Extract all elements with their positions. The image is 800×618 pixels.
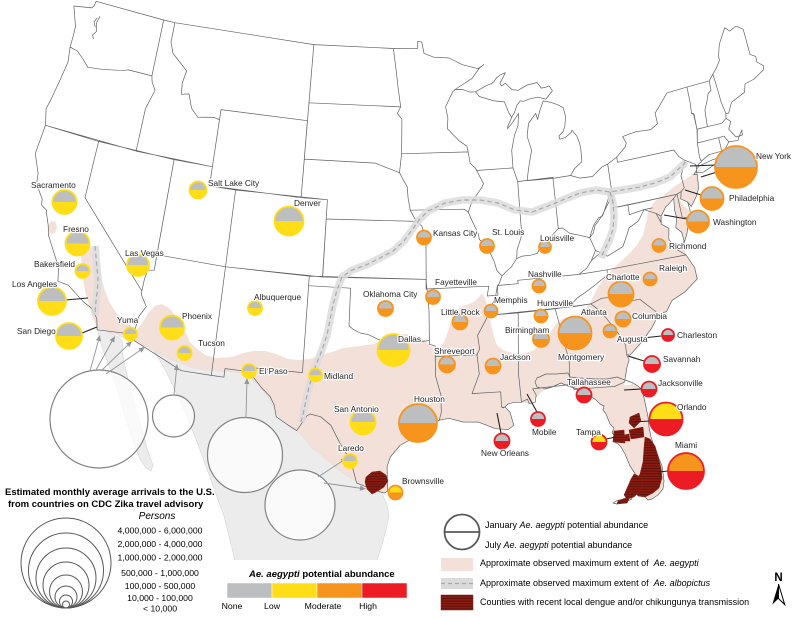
svg-text:Yuma: Yuma (117, 315, 139, 325)
svg-text:Sacramento: Sacramento (31, 180, 76, 190)
svg-text:Atlanta: Atlanta (581, 307, 607, 317)
svg-text:Columbia: Columbia (632, 311, 667, 321)
svg-text:None: None (222, 601, 243, 611)
svg-text:Persons: Persons (139, 511, 176, 522)
svg-text:Counties with recent local den: Counties with recent local dengue and/or… (480, 597, 749, 607)
svg-text:San Antonio: San Antonio (334, 404, 379, 414)
svg-text:Charlotte: Charlotte (606, 272, 640, 282)
svg-text:Nashville: Nashville (528, 269, 562, 279)
svg-text:from countries on CDC Zika tra: from countries on CDC Zika travel adviso… (8, 499, 204, 510)
svg-text:Louisville: Louisville (540, 233, 575, 243)
svg-text:Ae. aegypti potential abundanc: Ae. aegypti potential abundance (248, 569, 395, 580)
svg-text:Miami: Miami (675, 440, 697, 450)
svg-text:Houston: Houston (414, 394, 445, 404)
svg-text:Birmingham: Birmingham (505, 325, 549, 335)
svg-text:Washington: Washington (713, 217, 757, 227)
svg-text:Fayetteville: Fayetteville (435, 277, 477, 287)
svg-text:Los Angeles: Los Angeles (12, 279, 57, 289)
svg-text:New York: New York (756, 151, 792, 161)
svg-text:Approximate observed maximum e: Approximate observed maximum extent of A… (480, 558, 700, 568)
svg-text:Charleston: Charleston (677, 330, 718, 340)
svg-text:Brownsville: Brownsville (402, 476, 444, 486)
svg-text:San Diego: San Diego (17, 326, 56, 336)
svg-text:Bakersfield: Bakersfield (34, 259, 75, 269)
svg-text:Dallas: Dallas (398, 334, 421, 344)
svg-text:Low: Low (264, 601, 281, 611)
svg-text:< 10,000: < 10,000 (143, 604, 177, 614)
svg-text:Tallahassee: Tallahassee (567, 377, 611, 387)
svg-text:Philadelphia: Philadelphia (729, 193, 775, 203)
svg-text:Fresno: Fresno (63, 224, 89, 234)
svg-text:2,000,000 - 4,000,000: 2,000,000 - 4,000,000 (117, 539, 202, 549)
svg-text:Laredo: Laredo (338, 443, 364, 453)
svg-text:Oklahoma City: Oklahoma City (363, 289, 418, 299)
svg-text:July Ae. aegypti potential abu: July Ae. aegypti potential abundance (485, 540, 632, 550)
svg-text:Richmond: Richmond (669, 241, 707, 251)
svg-text:Salt Lake City: Salt Lake City (208, 178, 260, 188)
svg-text:Estimated monthly average arri: Estimated monthly average arrivals to th… (5, 487, 215, 498)
svg-text:St. Louis: St. Louis (492, 227, 524, 237)
svg-text:10,000 - 100,000: 10,000 - 100,000 (127, 593, 193, 603)
svg-text:Phoenix: Phoenix (182, 311, 213, 321)
svg-text:500,000 - 1,000,000: 500,000 - 1,000,000 (121, 568, 199, 578)
svg-text:Tampa: Tampa (576, 427, 601, 437)
svg-text:El Paso: El Paso (259, 366, 288, 376)
svg-text:New Orleans: New Orleans (481, 448, 529, 458)
svg-text:Savannah: Savannah (663, 354, 701, 364)
svg-text:January Ae. aegypti potential: January Ae. aegypti potential abundance (485, 520, 648, 530)
svg-text:Moderate: Moderate (305, 601, 342, 611)
svg-text:Augusta: Augusta (617, 334, 648, 344)
svg-text:1,000,000 - 2,000,000: 1,000,000 - 2,000,000 (117, 553, 202, 563)
svg-text:Orlando: Orlando (677, 402, 707, 412)
svg-text:Little Rock: Little Rock (441, 307, 481, 317)
svg-text:Jackson: Jackson (500, 352, 531, 362)
svg-text:Las Vegas: Las Vegas (125, 248, 164, 258)
svg-text:Mobile: Mobile (532, 427, 557, 437)
svg-text:Tucson: Tucson (198, 338, 225, 348)
svg-text:4,000,000 - 6,000,000: 4,000,000 - 6,000,000 (117, 526, 202, 536)
svg-text:Memphis: Memphis (494, 295, 528, 305)
svg-text:Shreveport: Shreveport (434, 346, 475, 356)
svg-text:Jacksonville: Jacksonville (658, 378, 703, 388)
svg-text:Denver: Denver (294, 198, 321, 208)
svg-text:Kansas City: Kansas City (433, 228, 478, 238)
svg-text:Huntsville: Huntsville (537, 298, 573, 308)
svg-text:Montgomery: Montgomery (558, 352, 605, 362)
svg-text:Approximate observed maximum e: Approximate observed maximum extent of A… (480, 578, 711, 588)
svg-text:Raleigh: Raleigh (659, 263, 688, 273)
svg-text:High: High (359, 601, 377, 611)
svg-text:Midland: Midland (324, 371, 353, 381)
svg-text:Albuquerque: Albuquerque (254, 292, 301, 302)
svg-text:100,000 - 500,000: 100,000 - 500,000 (125, 581, 196, 591)
svg-text:N: N (774, 572, 782, 584)
